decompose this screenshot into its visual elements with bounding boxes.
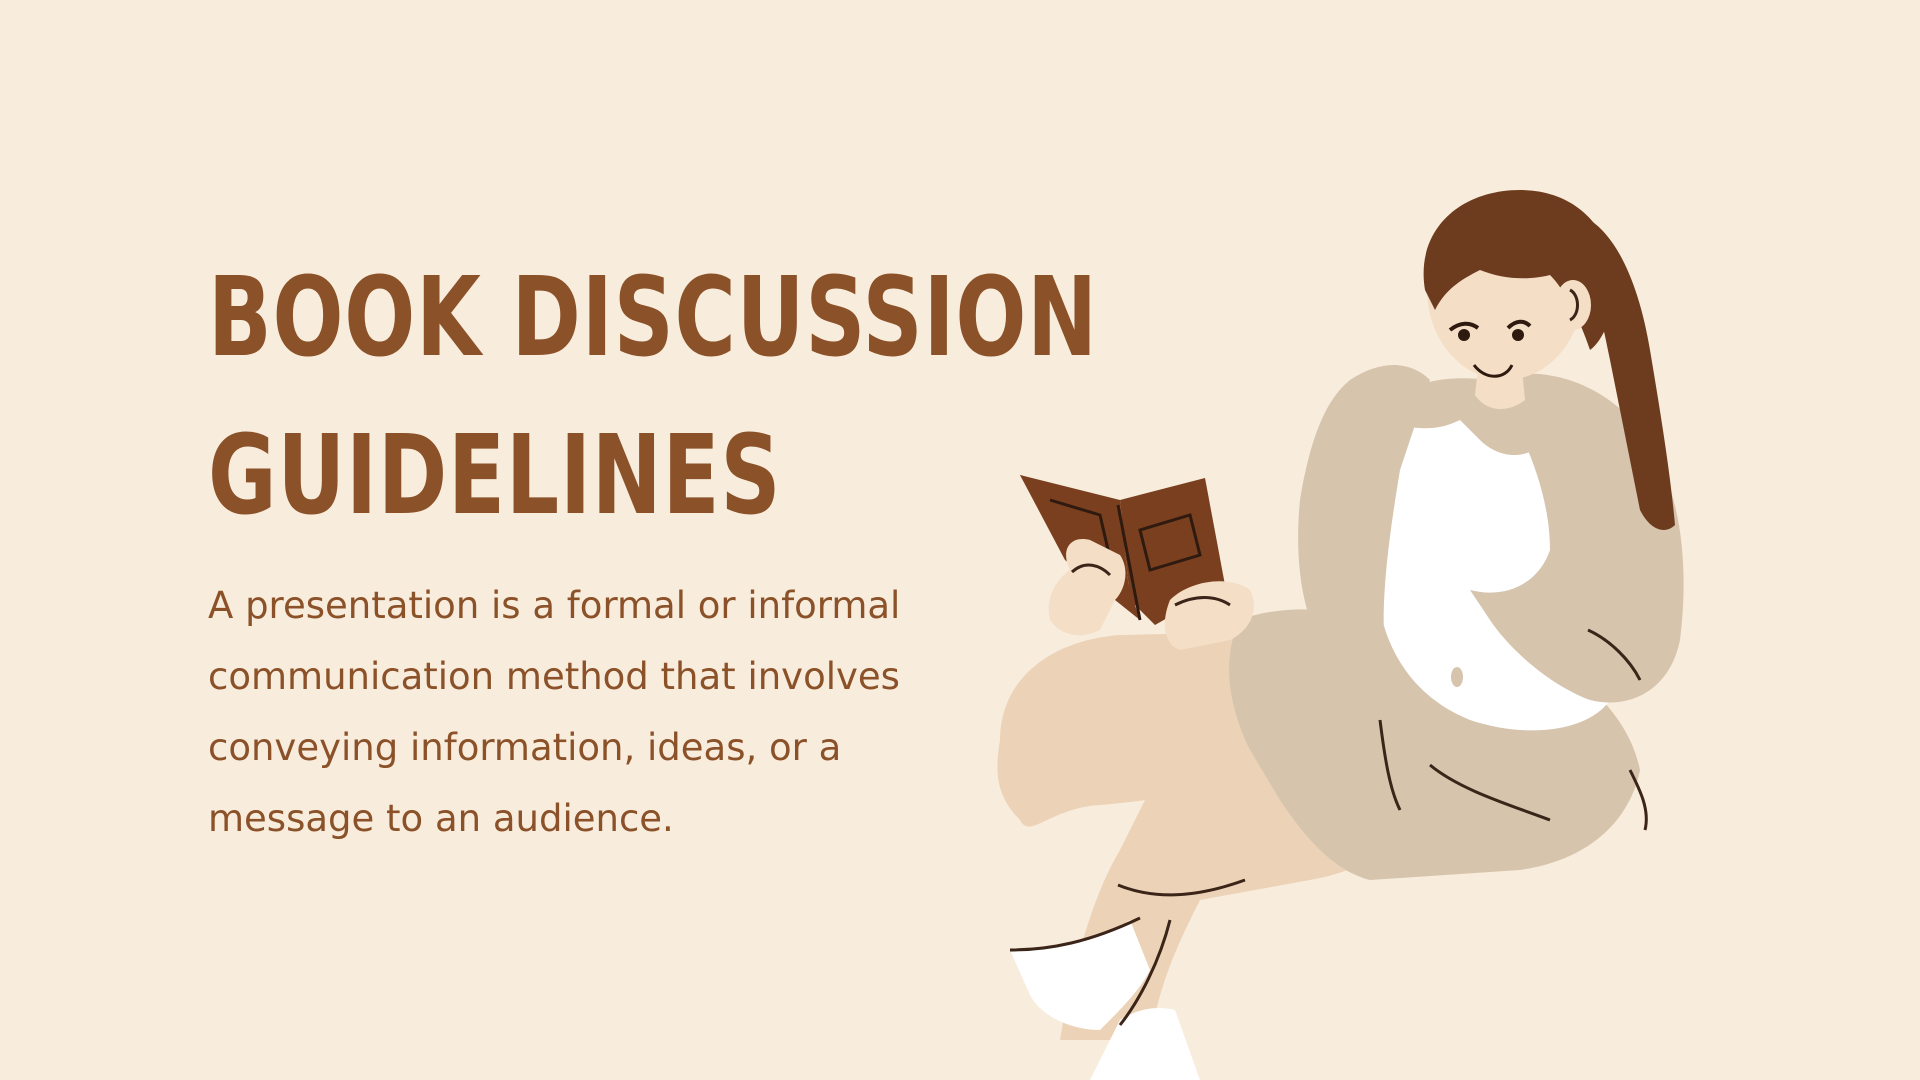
- torso: [1298, 365, 1684, 831]
- girl-reading-book-illustration: [997, 190, 1684, 1080]
- slide-body-text: A presentation is a formal or informal c…: [208, 584, 901, 840]
- title-line-2: GUIDELINES: [208, 411, 782, 539]
- hands: [1048, 539, 1254, 650]
- head: [1423, 190, 1675, 530]
- slide-title: BOOK DISCUSSION GUIDELINES: [208, 238, 1098, 554]
- title-line-1: BOOK DISCUSSION: [208, 253, 1098, 381]
